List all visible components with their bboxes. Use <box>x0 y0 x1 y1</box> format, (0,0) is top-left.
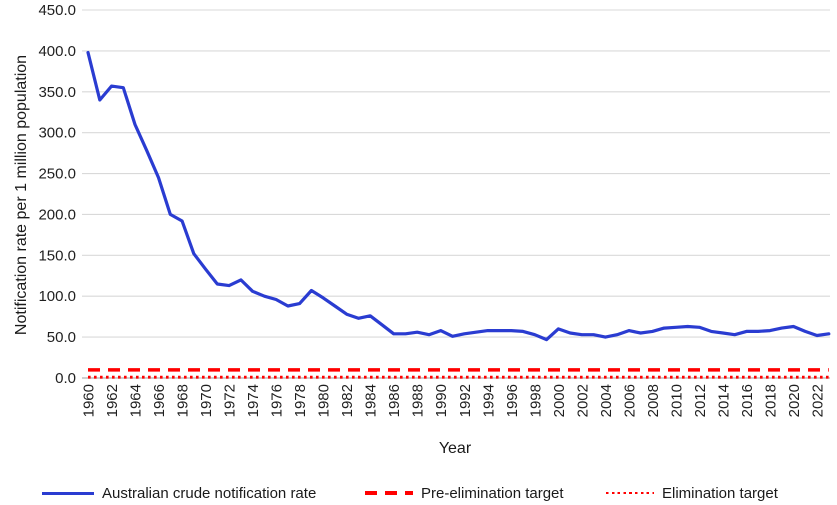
x-tick-label: 1964 <box>128 384 145 417</box>
x-tick-label: 2020 <box>786 384 803 417</box>
x-tick-label: 2006 <box>621 384 638 417</box>
x-tick-label: 1984 <box>363 384 380 417</box>
x-tick-label: 1990 <box>433 384 450 417</box>
series-line-australian-crude-notification-rate <box>86 50 831 342</box>
solid-blue-line-swatch <box>42 491 94 495</box>
x-tick-label: 1962 <box>104 384 121 417</box>
x-tick-label: 1970 <box>198 384 215 417</box>
y-tick-label: 150.0 <box>38 247 76 264</box>
x-tick-label: 1988 <box>410 384 427 417</box>
y-tick-label: 0.0 <box>55 370 76 387</box>
x-tick-label: 2018 <box>762 384 779 417</box>
x-tick-label: 1972 <box>222 384 239 417</box>
x-tick-label: 2000 <box>551 384 568 417</box>
x-tick-label: 2022 <box>810 384 827 417</box>
x-axis-title: Year <box>438 440 472 457</box>
legend-item-crude-notification-rate: Australian crude notification rate <box>42 483 316 503</box>
y-tick-label: 450.0 <box>38 2 76 19</box>
legend-label: Australian crude notification rate <box>102 484 317 502</box>
x-tick-label: 1980 <box>316 384 333 417</box>
x-tick-label: 1976 <box>269 384 286 417</box>
x-tick-label: 2008 <box>645 384 662 417</box>
y-tick-label: 50.0 <box>47 329 76 346</box>
legend-label: Elimination target <box>662 484 778 502</box>
y-tick-label: 200.0 <box>38 206 76 223</box>
y-tick-label: 350.0 <box>38 84 76 101</box>
x-tick-label: 1998 <box>527 384 544 417</box>
legend-item-pre-elimination-target: Pre-elimination target <box>365 483 564 503</box>
y-tick-label: 300.0 <box>38 125 76 142</box>
dashed-red-line-swatch <box>365 491 413 495</box>
x-tick-label: 1982 <box>339 384 356 417</box>
x-tick-label: 1968 <box>175 384 192 417</box>
legend-label: Pre-elimination target <box>421 484 564 502</box>
x-tick-label: 2014 <box>715 384 732 417</box>
x-tick-label: 1996 <box>504 384 521 417</box>
x-tick-label: 2004 <box>598 384 615 417</box>
x-tick-label: 1966 <box>151 384 168 417</box>
plot-area: 0.0 50.0 100.0 150.0 200.0 250.0 300.0 350.0 400… <box>38 2 831 417</box>
x-tick-label: 1986 <box>386 384 403 417</box>
y-tick-label: 250.0 <box>38 166 76 183</box>
x-tick-label: 2012 <box>692 384 709 417</box>
legend-item-elimination-target: Elimination target <box>606 483 778 503</box>
y-tick-label: 400.0 <box>38 43 76 60</box>
legend: Australian crude notification rate Pre-e… <box>0 483 837 505</box>
x-tick-label: 1994 <box>480 384 497 417</box>
axis-tick-labels: 0.0 50.0 100.0 150.0 200.0 250.0 300.0 350.0 400… <box>38 2 826 417</box>
gridlines <box>82 9 830 379</box>
x-tick-label: 1960 <box>81 384 98 417</box>
dotted-red-line-swatch <box>606 491 654 495</box>
y-tick-label: 100.0 <box>38 288 76 305</box>
x-tick-label: 2010 <box>668 384 685 417</box>
x-tick-label: 1978 <box>292 384 309 417</box>
x-tick-label: 1992 <box>457 384 474 417</box>
x-tick-label: 1974 <box>245 384 262 417</box>
x-tick-label: 2016 <box>739 384 756 417</box>
x-tick-label: 2002 <box>574 384 591 417</box>
y-axis-title: Notification rate per 1 million populati… <box>13 54 30 336</box>
